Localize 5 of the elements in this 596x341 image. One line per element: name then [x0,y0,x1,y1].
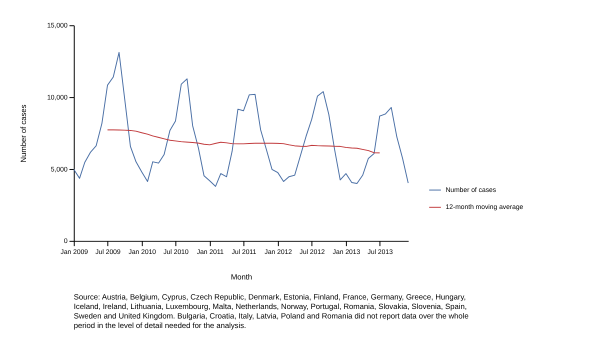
source-note: Source: Austria, Belgium, Cyprus, Czech Republic, Denmark, Estonia, Finland, France, Germany, Greece, Hungary, Iceland, Ireland, Lithuania, Luxembourg, Malta, Netherlands, Norway, Portugal, Romania, Slovakia, Slovenia, Spain, Sweden and United Kingdom. Bulgaria, Croatia, Italy, Latvia, Poland and Romania did not report data over the whole period in the level of detail needed for the analysis. [74,292,469,330]
line-series [73,52,409,187]
y-axis-title: Number of cases [18,104,28,162]
x-axis-title: Month [230,272,252,282]
line-series [107,129,380,154]
